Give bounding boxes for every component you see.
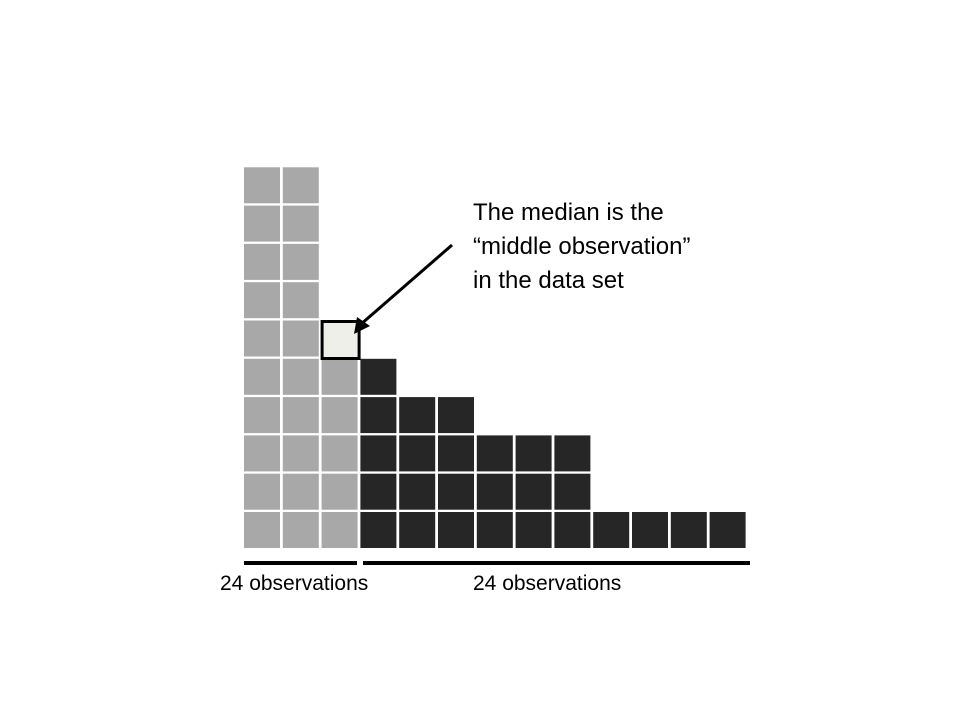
lower-half-observation [282, 243, 319, 280]
median-callout: The median is the “middle observation” i… [473, 196, 690, 298]
upper-half-observation [476, 512, 513, 548]
upper-half-observation [360, 512, 397, 548]
right-group-label: 24 observations [473, 572, 622, 595]
upper-half-observation [709, 512, 746, 548]
lower-half-observation [244, 320, 280, 357]
upper-half-observation [399, 473, 436, 510]
upper-half-observation [476, 473, 513, 510]
lower-half-observation [321, 358, 358, 395]
lower-half-observation [244, 243, 280, 280]
upper-half-observation [438, 473, 474, 510]
upper-half-observation [554, 473, 591, 510]
upper-half-observation [515, 512, 552, 548]
lower-half-observation [244, 282, 280, 319]
lower-half-observation [244, 358, 280, 395]
upper-half-observation [438, 512, 474, 548]
upper-half-observation [438, 397, 474, 434]
lower-half-observation [244, 205, 280, 242]
observation-squares [244, 167, 746, 548]
callout-line-1: The median is the [473, 199, 664, 226]
callout-line-2: “middle observation” [473, 233, 691, 260]
upper-half-observation [670, 512, 707, 548]
upper-half-observation [554, 435, 591, 472]
upper-half-observation [632, 512, 668, 548]
lower-half-observation [282, 282, 319, 319]
lower-half-observation [321, 435, 358, 472]
upper-half-observation [360, 473, 397, 510]
lower-half-observation [282, 512, 319, 548]
lower-half-observation [244, 435, 280, 472]
lower-half-observation [282, 435, 319, 472]
left-group-label: 24 observations [220, 572, 369, 595]
upper-half-observation [515, 473, 552, 510]
upper-half-observation [476, 435, 513, 472]
arrow-shaft [359, 243, 453, 327]
lower-half-observation [282, 205, 319, 242]
upper-half-observation [438, 435, 474, 472]
callout-line-3: in the data set [473, 267, 624, 294]
lower-half-observation [244, 512, 280, 548]
upper-half-observation [554, 512, 591, 548]
lower-half-observation [321, 473, 358, 510]
lower-half-observation [244, 473, 280, 510]
lower-half-observation [321, 512, 358, 548]
lower-half-observation [282, 397, 319, 434]
upper-half-observation [399, 435, 436, 472]
upper-half-observation [515, 435, 552, 472]
upper-half-observation [360, 358, 397, 395]
upper-half-observation [360, 435, 397, 472]
upper-half-observation [399, 397, 436, 434]
lower-half-observation [282, 358, 319, 395]
arrow-head [354, 317, 370, 334]
median-observation-square [320, 320, 361, 360]
lower-half-observation [282, 167, 319, 204]
upper-half-observation [399, 512, 436, 548]
lower-half-observation [244, 167, 280, 204]
upper-half-observation [360, 397, 397, 434]
lower-half-observation [321, 397, 358, 434]
lower-half-observation [282, 320, 319, 357]
upper-half-observation [593, 512, 630, 548]
lower-half-observation [244, 397, 280, 434]
lower-half-observation [282, 473, 319, 510]
